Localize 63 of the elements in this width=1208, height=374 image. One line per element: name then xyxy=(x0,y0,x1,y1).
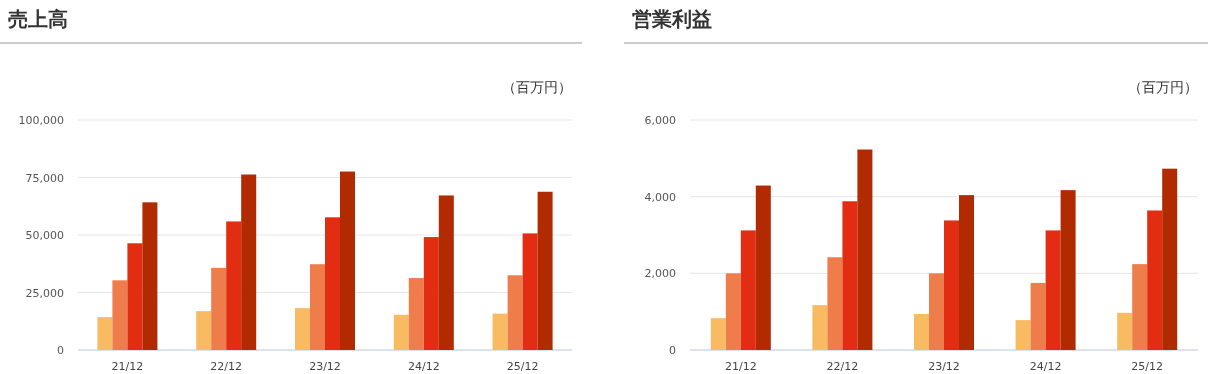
x-tick-label: 25/12 xyxy=(506,360,539,373)
bar xyxy=(310,264,325,350)
bar xyxy=(1132,264,1148,350)
y-tick-label: 50,000 xyxy=(25,229,64,242)
bar xyxy=(393,314,409,350)
x-tick-label: 22/12 xyxy=(210,360,243,373)
bar xyxy=(325,217,340,350)
x-tick-label: 24/12 xyxy=(1029,360,1062,373)
bar xyxy=(492,313,508,350)
bar xyxy=(127,243,143,350)
y-tick-label: 100,000 xyxy=(18,114,64,127)
x-tick-label: 21/12 xyxy=(111,360,144,373)
chart-title: 売上高 xyxy=(8,7,68,31)
bar xyxy=(295,308,310,350)
bar xyxy=(740,230,756,350)
chart-title: 営業利益 xyxy=(632,7,712,31)
bar xyxy=(112,280,128,350)
x-tick-label: 22/12 xyxy=(826,360,859,373)
bar xyxy=(944,220,959,350)
y-tick-label: 0 xyxy=(57,344,64,357)
bar xyxy=(97,317,113,350)
bar xyxy=(710,318,726,350)
bar xyxy=(423,237,439,350)
x-tick-label: 23/12 xyxy=(309,360,341,373)
bar xyxy=(755,185,771,350)
bar xyxy=(1015,320,1031,350)
bar xyxy=(1117,312,1133,350)
bar xyxy=(522,233,538,350)
bar xyxy=(1162,168,1178,350)
bar xyxy=(827,257,843,350)
bar xyxy=(1030,282,1046,350)
y-axis-title: （百万円） xyxy=(502,79,572,95)
y-tick-label: 6,000 xyxy=(644,114,676,127)
x-tick-label: 24/12 xyxy=(407,360,440,373)
y-tick-label: 25,000 xyxy=(25,286,64,300)
bar xyxy=(914,313,929,350)
x-tick-label: 23/12 xyxy=(928,360,960,373)
x-tick-label: 25/12 xyxy=(1131,360,1164,373)
bar xyxy=(1147,210,1163,350)
y-tick-label: 0 xyxy=(669,344,676,357)
bar xyxy=(1060,190,1076,350)
bar xyxy=(507,275,523,350)
bar xyxy=(929,273,944,350)
bar xyxy=(211,267,227,350)
bar xyxy=(812,305,828,350)
bar xyxy=(408,278,424,350)
bar xyxy=(959,195,974,350)
bar xyxy=(537,191,553,350)
y-tick-label: 4,000 xyxy=(644,190,676,204)
bar xyxy=(1045,230,1061,350)
bar xyxy=(340,171,355,350)
bar xyxy=(438,195,454,350)
y-tick-label: 2,000 xyxy=(644,267,676,281)
bar xyxy=(226,221,242,350)
bar xyxy=(842,201,858,350)
bar xyxy=(241,174,257,350)
y-tick-label: 75,000 xyxy=(25,171,64,185)
y-axis-title: （百万円） xyxy=(1128,79,1198,95)
bar xyxy=(725,273,741,350)
bar xyxy=(857,149,873,350)
bar xyxy=(196,311,212,350)
bar xyxy=(142,202,158,350)
x-tick-label: 21/12 xyxy=(724,360,757,373)
